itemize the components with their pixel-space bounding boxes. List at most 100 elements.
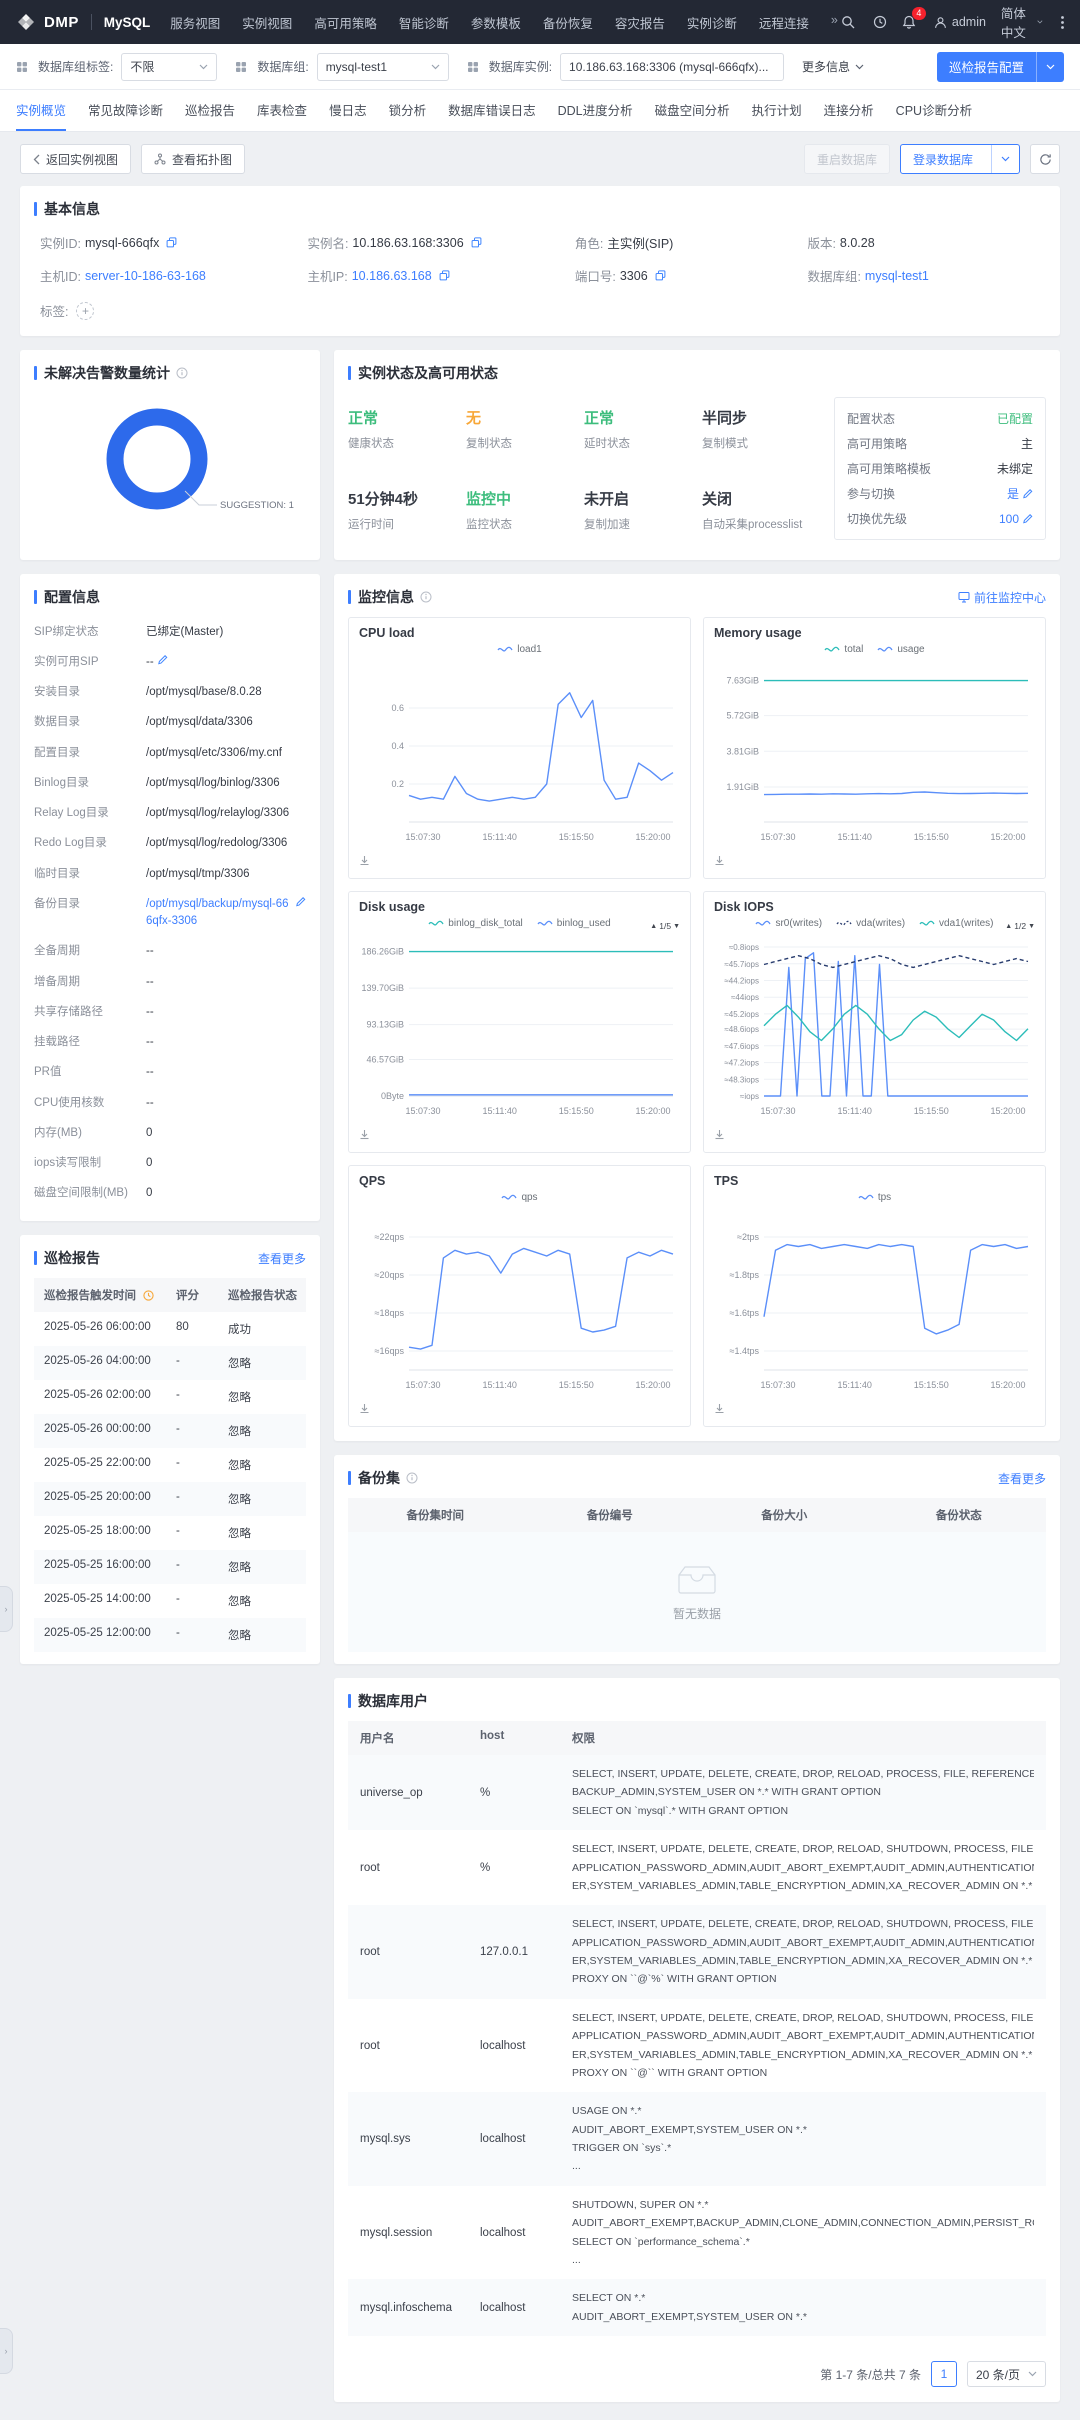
backup-view-more-link[interactable]: 查看更多 [997, 1471, 1046, 1486]
chart-series-pager[interactable]: ▲ 1/2 ▼ [1005, 921, 1035, 931]
alerts-donut-chart[interactable]: SUGGESTION: 1 [20, 393, 320, 543]
info-icon[interactable] [176, 367, 188, 379]
goto-monitor-center-link[interactable]: 前往监控中心 [958, 589, 1046, 606]
inspection-row[interactable]: 2025-05-26 04:00:00 - 忽略 [34, 1346, 306, 1380]
edit-icon[interactable] [1022, 513, 1033, 524]
user-row[interactable]: root localhost SELECT, INSERT, UPDATE, DEL… [348, 1999, 1046, 2093]
bell-icon[interactable]: 4 [902, 7, 926, 29]
tab-9[interactable]: 磁盘空间分析 [654, 104, 730, 118]
inspection-row[interactable]: 2025-05-26 02:00:00 - 忽略 [34, 1380, 306, 1414]
page-button-1[interactable]: 1 [930, 2361, 957, 2387]
download-icon[interactable] [714, 853, 725, 871]
legend-total[interactable]: total [824, 644, 863, 655]
tab-2[interactable]: 常见故障诊断 [88, 104, 164, 118]
edit-icon[interactable] [1022, 488, 1033, 499]
menu-item-7[interactable]: 容灾报告 [614, 16, 665, 31]
info-icon[interactable] [420, 591, 432, 603]
info-icon[interactable] [406, 1472, 418, 1484]
edit-icon[interactable] [295, 896, 306, 907]
chart-series-pager[interactable]: ▲ 1/5 ▼ [650, 921, 680, 931]
copy-icon[interactable] [471, 237, 482, 248]
tab-8[interactable]: DDL进度分析 [557, 104, 633, 118]
download-icon[interactable] [714, 1401, 725, 1419]
legend-sr0(writes)[interactable]: sr0(writes) [755, 918, 822, 929]
language-switch[interactable]: 简体中文 [1001, 3, 1043, 41]
inspection-row[interactable]: 2025-05-26 00:00:00 - 忽略 [34, 1414, 306, 1448]
login-button-caret[interactable] [991, 145, 1019, 173]
user-row[interactable]: mysql.sys localhost USAGE ON *.* AUDIT_ABOR… [348, 2092, 1046, 2186]
download-icon[interactable] [714, 1127, 725, 1145]
inspection-row[interactable]: 2025-05-25 18:00:00 - 忽略 [34, 1516, 306, 1550]
product-name[interactable]: MySQL [103, 14, 151, 30]
legend-usage[interactable]: usage [877, 644, 925, 655]
group-tag-select[interactable]: 不限 [121, 52, 218, 81]
login-database-button[interactable]: 登录数据库 [899, 144, 1020, 174]
copy-icon[interactable] [655, 270, 666, 281]
menu-item-10[interactable]: » [830, 12, 838, 27]
inspection-row[interactable]: 2025-05-25 22:00:00 - 忽略 [34, 1448, 306, 1482]
menu-item-4[interactable]: 智能诊断 [398, 16, 449, 31]
tab-1[interactable]: 实例概览 [16, 90, 67, 131]
user-row[interactable]: root 127.0.0.1 SELECT, INSERT, UPDATE, DEL… [348, 1905, 1046, 1999]
field-value[interactable]: 10.186.63.168 [351, 268, 432, 283]
tab-4[interactable]: 库表检查 [257, 104, 308, 118]
inspection-view-more-link[interactable]: 查看更多 [257, 1251, 306, 1266]
copy-icon[interactable] [166, 237, 177, 248]
legend-tps[interactable]: tps [858, 1192, 891, 1203]
search-icon[interactable] [841, 15, 855, 29]
user-row[interactable]: mysql.session localhost SHUTDOWN, SUPER ON… [348, 2186, 1046, 2280]
inspection-row[interactable]: 2025-05-25 16:00:00 - 忽略 [34, 1550, 306, 1584]
tab-7[interactable]: 数据库错误日志 [448, 104, 536, 118]
menu-item-6[interactable]: 备份恢复 [542, 16, 593, 31]
legend-vda(writes)[interactable]: vda(writes) [836, 918, 905, 929]
instance-select[interactable]: 10.186.63.168:3306 (mysql-666qfx)... [560, 52, 785, 81]
inspection-config-button[interactable]: 巡检报告配置 [936, 51, 1064, 82]
download-icon[interactable] [359, 1401, 370, 1419]
config-value[interactable]: /opt/mysql/backup/mysql-666qfx-3306 [146, 897, 289, 927]
inspection-row[interactable]: 2025-05-25 20:00:00 - 忽略 [34, 1482, 306, 1516]
tab-6[interactable]: 锁分析 [388, 104, 427, 118]
inspection-row[interactable]: 2025-05-26 06:00:00 80 成功 [34, 1312, 306, 1346]
cell: 2025-05-25 20:00:00 [44, 1491, 151, 1503]
legend-binlog_used[interactable]: binlog_used [537, 918, 611, 929]
tab-12[interactable]: CPU诊断分析 [895, 104, 973, 118]
add-tag-button[interactable]: + [76, 301, 95, 320]
view-topology-button[interactable]: 查看拓扑图 [141, 144, 246, 174]
menu-item-5[interactable]: 参数模板 [470, 16, 521, 31]
clock-icon[interactable] [873, 15, 887, 29]
more-info-toggle[interactable]: 更多信息 [802, 58, 864, 75]
group-select[interactable]: mysql-test1 [316, 52, 449, 81]
menu-item-3[interactable]: 高可用策略 [314, 16, 377, 31]
legend-vda1(writes)[interactable]: vda1(writes) [919, 918, 994, 929]
copy-icon[interactable] [439, 270, 450, 281]
download-icon[interactable] [359, 1127, 370, 1145]
edit-icon[interactable] [157, 654, 168, 665]
tab-3[interactable]: 巡检报告 [185, 104, 236, 118]
user-row[interactable]: universe_op% SELECT, INSERT, UPDATE, DELE… [348, 1755, 1046, 1831]
user-row[interactable]: mysql.infoschema localhost SELECT ON *.* AU… [348, 2279, 1046, 2336]
field-value[interactable]: mysql-test1 [864, 268, 929, 283]
left-drawer-handle[interactable]: › [0, 1586, 13, 1632]
page-size-select[interactable]: 20 条/页 [966, 2361, 1046, 2387]
menu-item-8[interactable]: 实例诊断 [686, 16, 737, 31]
menu-item-9[interactable]: 远程连接 [758, 16, 809, 31]
menu-item-2[interactable]: 实例视图 [242, 16, 293, 31]
inspection-row[interactable]: 2025-05-25 12:00:00 - 忽略 [34, 1618, 306, 1652]
legend-qps[interactable]: qps [501, 1192, 538, 1203]
inspection-config-caret[interactable] [1036, 51, 1064, 82]
download-icon[interactable] [359, 853, 370, 871]
legend-binlog_disk_total[interactable]: binlog_disk_total [428, 918, 523, 929]
back-to-instance-view-button[interactable]: 返回实例视图 [20, 144, 132, 174]
tab-11[interactable]: 连接分析 [823, 104, 874, 118]
more-vertical-icon[interactable] [1061, 15, 1064, 29]
legend-load1[interactable]: load1 [497, 644, 542, 655]
menu-item-1[interactable]: 服务视图 [170, 16, 221, 31]
tab-5[interactable]: 慢日志 [329, 104, 367, 118]
left-drawer-handle[interactable]: › [0, 2328, 13, 2374]
inspection-row[interactable]: 2025-05-25 14:00:00 - 忽略 [34, 1584, 306, 1618]
field-value[interactable]: server-10-186-63-168 [84, 268, 206, 283]
tab-10[interactable]: 执行计划 [751, 104, 802, 118]
refresh-button[interactable] [1030, 144, 1060, 174]
user-row[interactable]: root% SELECT, INSERT, UPDATE, DELETE, CRE… [348, 1830, 1046, 1905]
user-menu[interactable]: admin [931, 15, 986, 29]
